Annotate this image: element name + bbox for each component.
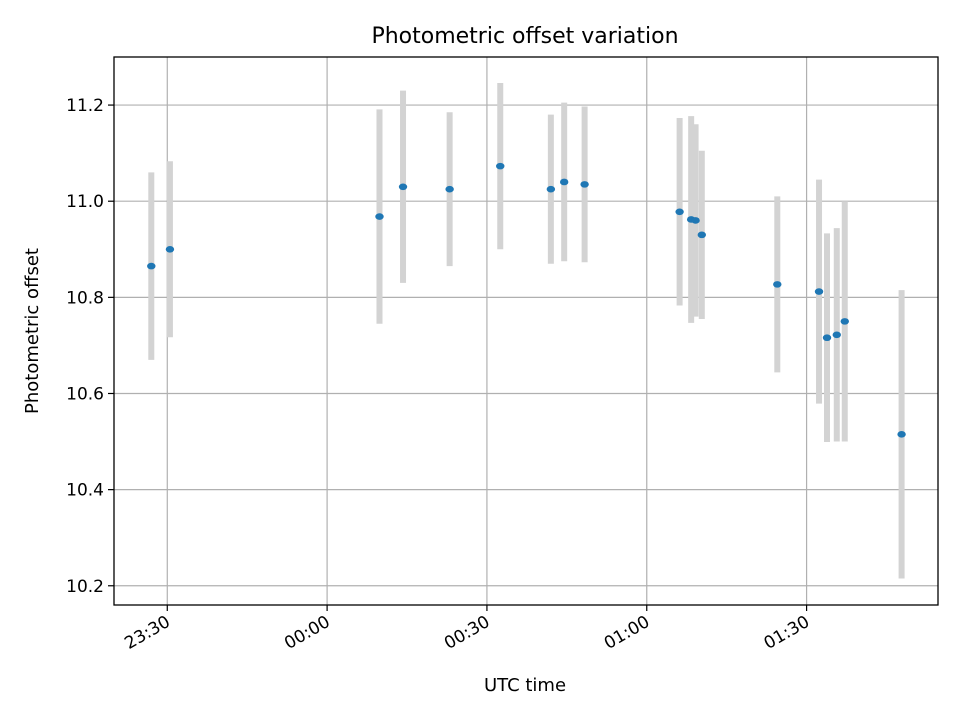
data-points [147,162,906,438]
data-point [496,162,505,170]
plot-frame [113,56,939,606]
data-point [840,318,849,325]
x-tick-label: 00:30 [441,612,493,654]
x-tick-label: 01:30 [761,612,813,654]
data-point [675,208,684,216]
y-axis-ticks: 10.2 10.4 10.6 10.8 11.0 11.2 [66,96,114,597]
x-axis-label: UTC time [484,675,566,696]
chart-title: Photometric offset variation [371,24,678,49]
data-point [546,185,556,193]
error-bars [148,82,905,579]
y-tick-label: 11.2 [66,96,104,116]
data-point [445,185,454,193]
y-tick-label: 10.8 [66,288,104,308]
data-point [822,334,832,342]
data-point [697,231,707,239]
y-tick-label: 10.4 [66,481,104,501]
data-point [165,245,175,253]
data-point [398,183,408,191]
data-point [897,431,906,438]
data-point [559,178,569,186]
data-point [814,288,824,295]
data-point [691,217,700,224]
y-axis-label: Photometric offset [22,248,43,414]
data-point [375,213,384,220]
x-tick-label: 00:00 [281,612,333,654]
data-point [147,262,156,270]
data-point [773,281,782,288]
data-point [580,181,589,188]
y-tick-label: 10.2 [66,577,104,597]
x-axis-ticks: 23:30 00:00 00:30 01:00 01:30 [121,605,813,654]
data-point [832,331,841,339]
x-tick-label: 01:00 [601,612,653,654]
grid-lines [114,57,938,605]
x-tick-label: 23:30 [121,612,173,654]
y-tick-label: 10.6 [66,384,104,404]
y-tick-label: 11.0 [66,192,104,212]
